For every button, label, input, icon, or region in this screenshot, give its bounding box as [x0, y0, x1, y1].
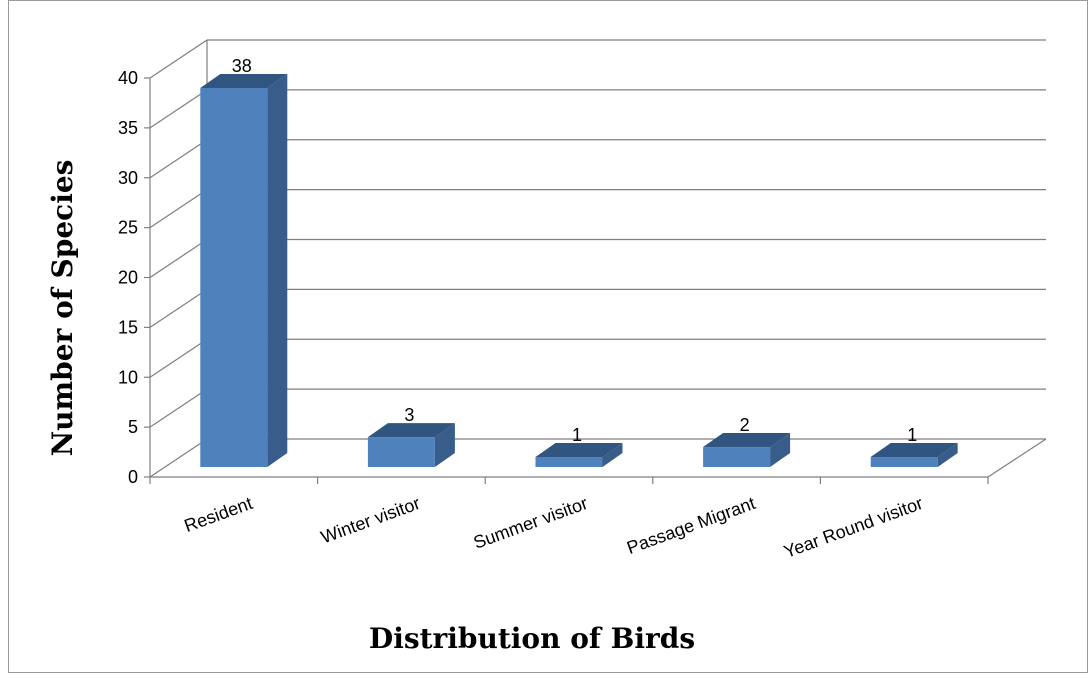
bar [367, 423, 455, 467]
bar-front-face [535, 457, 603, 467]
bar-side-face [267, 73, 288, 467]
bar-side-face [937, 443, 958, 467]
y-tick-label: 40 [118, 68, 138, 88]
bar [200, 73, 288, 467]
side-wall-gridline [149, 89, 208, 129]
side-wall-gridline [149, 338, 208, 378]
y-tick-label: 35 [118, 118, 138, 138]
y-tick-label: 15 [118, 317, 138, 337]
data-labels-group: 38 3 1 2 1 [232, 56, 917, 445]
bar-top-face [703, 433, 791, 448]
y-tick-label: 5 [128, 417, 138, 437]
side-wall-gridline [149, 288, 208, 328]
bar-side-face [602, 443, 623, 467]
data-label: 3 [404, 405, 414, 425]
data-label: 38 [232, 56, 252, 76]
floor [150, 438, 1047, 478]
floor-right-edge [987, 438, 1047, 478]
bar-front-face [367, 437, 435, 467]
side-wall-gridline [149, 139, 208, 179]
chart-border [8, 0, 1088, 673]
bar-top-face [870, 443, 958, 458]
side-wall-gridline [149, 39, 208, 79]
bars-group [200, 73, 958, 467]
data-label: 1 [572, 425, 582, 445]
y-tick-label: 20 [118, 268, 138, 288]
side-wall-gridline [149, 388, 208, 428]
data-label: 1 [907, 425, 917, 445]
y-tick-label: 10 [118, 367, 138, 387]
y-axis-title: Number of Species [46, 160, 79, 457]
y-tick-label: 30 [118, 168, 138, 188]
bar-front-face [870, 457, 938, 467]
data-label: 2 [740, 415, 750, 435]
bar-side-face [770, 433, 791, 467]
bar-top-face [535, 443, 623, 458]
x-axis-title: Distribution of Birds [369, 622, 695, 655]
side-wall-gridline [149, 189, 208, 229]
y-tick-label: 0 [128, 467, 138, 487]
side-wall-gridline [149, 239, 208, 278]
bar-top-face [200, 73, 288, 88]
bar [535, 443, 623, 467]
back-wall-gridlines [207, 39, 1046, 390]
bar [870, 443, 958, 467]
bar-front-face [200, 87, 268, 467]
y-axis: 0 5 10 15 20 25 30 35 40 [118, 68, 151, 487]
bar-front-face [703, 447, 771, 467]
bar-side-face [434, 423, 455, 467]
y-tick-label: 25 [118, 218, 138, 238]
bar [703, 433, 791, 467]
side-wall-gridline [149, 438, 208, 478]
bar-top-face [367, 423, 455, 438]
